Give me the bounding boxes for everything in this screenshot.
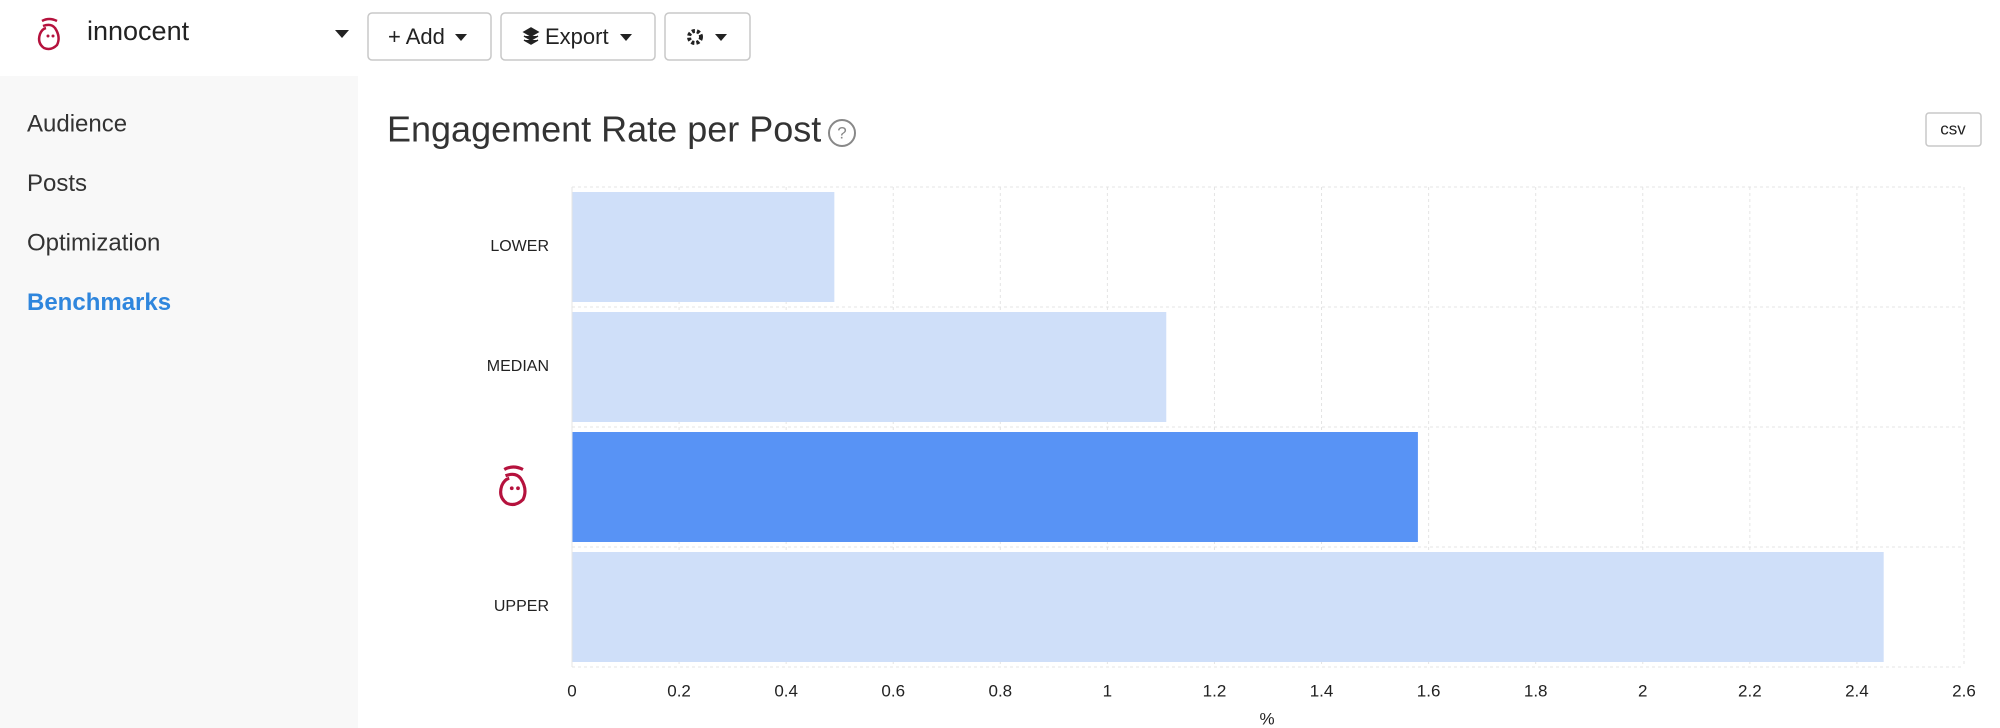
caret — [455, 34, 467, 41]
x-tick-label: 1.2 — [1203, 681, 1227, 700]
y-tick-label: LOWER — [490, 238, 549, 255]
brand-dropdown[interactable] — [335, 30, 349, 38]
nav-item[interactable]: Audience — [27, 110, 127, 137]
bar — [572, 552, 1884, 662]
add-button-frame[interactable] — [367, 12, 492, 61]
x-tick-label: 2.4 — [1845, 681, 1869, 700]
y-tick-label: MEDIAN — [487, 358, 549, 375]
x-tick-label: 2 — [1638, 681, 1647, 700]
brand-logo — [37, 17, 60, 51]
x-tick-label: 1.4 — [1310, 681, 1334, 700]
x-tick-label: 0.8 — [988, 681, 1012, 700]
layers-icon — [522, 27, 540, 45]
y-tick-label: UPPER — [494, 598, 549, 615]
add-button-label[interactable]: + Add — [388, 24, 445, 49]
x-tick-label: 0 — [567, 681, 576, 700]
csv-button-frame[interactable] — [1925, 112, 1982, 147]
gear-icon — [687, 29, 703, 45]
settings-button-frame[interactable] — [664, 12, 751, 61]
sidebar — [0, 76, 358, 728]
x-tick-label: 1.6 — [1417, 681, 1441, 700]
chart-title: Engagement Rate per Post — [387, 109, 821, 150]
nav-item[interactable]: Benchmarks — [27, 289, 171, 316]
chart: 0 0.2 0.4 0.6 0.8 1 1.2 1.4 1.6 1.8 2 2.2 2.4 2.6% LOW… — [487, 186, 1976, 728]
category-logo — [499, 465, 527, 507]
bar — [572, 192, 835, 302]
bar — [572, 432, 1418, 542]
export-button-label[interactable]: Export — [545, 24, 609, 49]
x-tick-label: 0.2 — [667, 681, 691, 700]
x-tick-label: 1 — [1103, 681, 1112, 700]
export-button[interactable]: Export — [500, 12, 656, 61]
x-tick-label: 0.4 — [774, 681, 798, 700]
brand-name: innocent — [87, 16, 190, 46]
x-tick-label: 0.6 — [881, 681, 905, 700]
nav-item[interactable]: Optimization — [27, 229, 160, 256]
csv-button-label[interactable]: csv — [1940, 119, 1966, 138]
help-icon[interactable]: ? — [828, 119, 856, 147]
svg-text:?: ? — [837, 123, 846, 142]
caret — [620, 34, 632, 41]
csv-button[interactable]: csv — [1925, 112, 1982, 147]
x-tick-label: 1.8 — [1524, 681, 1548, 700]
x-tick-label: 2.6 — [1952, 681, 1976, 700]
x-tick-label: 2.2 — [1738, 681, 1762, 700]
export-button-frame[interactable] — [500, 12, 656, 61]
caret — [715, 34, 727, 41]
settings-button[interactable] — [664, 12, 751, 61]
nav-item[interactable]: Posts — [27, 170, 87, 197]
bar — [572, 312, 1167, 422]
add-button[interactable]: + Add — [367, 12, 492, 61]
x-axis-label: % — [1259, 709, 1274, 728]
